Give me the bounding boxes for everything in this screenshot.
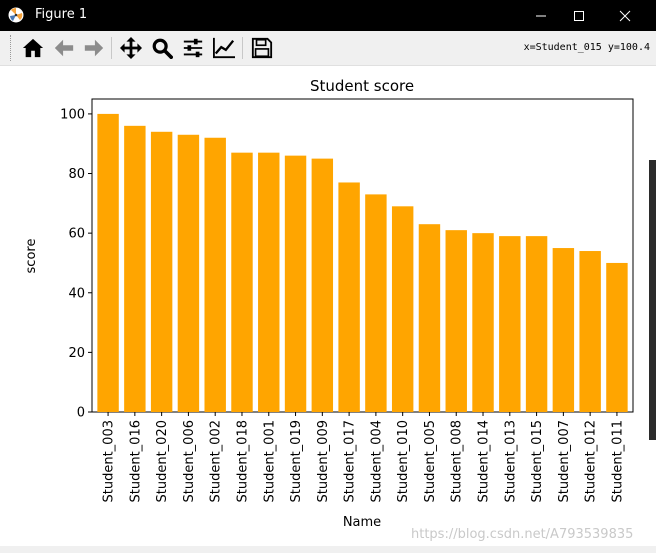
bar-student-005[interactable] (418, 224, 441, 412)
configure-subplots-button[interactable] (180, 36, 206, 60)
close-button[interactable] (602, 0, 648, 31)
bar-student-002[interactable] (204, 137, 226, 412)
bar-student-007[interactable] (552, 248, 575, 412)
window-bottom-edge (0, 546, 656, 553)
chart-title: Student score (310, 77, 414, 95)
y-tick-label: 60 (68, 227, 85, 242)
y-tick-label: 100 (60, 107, 85, 122)
x-tick-label: Student_013 (503, 420, 518, 503)
navigation-toolbar: x=Student_015 y=100.4 (0, 31, 656, 66)
bar-student-011[interactable] (606, 262, 628, 412)
y-tick-label: 80 (68, 167, 85, 182)
back-button[interactable] (51, 36, 77, 60)
matplotlib-logo-icon (8, 7, 24, 23)
bar-student-004[interactable] (365, 194, 387, 412)
x-tick-label: Student_007 (557, 420, 572, 503)
x-tick-label: Student_015 (530, 420, 545, 503)
bar-student-013[interactable] (499, 236, 521, 412)
back-arrow-icon (54, 39, 74, 57)
bar-student-017[interactable] (338, 182, 360, 412)
zoom-icon (152, 38, 173, 59)
bar-student-020[interactable] (150, 131, 173, 412)
watermark: https://blog.csdn.net/A793539835 (411, 527, 634, 542)
y-tick-label: 20 (68, 346, 85, 361)
y-tick-label: 0 (77, 406, 85, 421)
x-tick-label: Student_012 (584, 420, 599, 503)
minimize-icon (536, 15, 546, 16)
pan-icon (120, 37, 142, 59)
x-tick-label: Student_006 (182, 420, 197, 503)
bar-student-016[interactable] (124, 125, 146, 412)
edit-axes-button[interactable] (211, 36, 237, 60)
x-tick-label: Student_019 (289, 420, 304, 503)
save-icon (251, 37, 273, 59)
x-axis-label: Name (343, 515, 381, 530)
bar-student-001[interactable] (258, 152, 280, 412)
toolbar-separator (111, 37, 112, 59)
bar-student-018[interactable] (231, 152, 253, 412)
x-tick-label: Student_009 (316, 420, 331, 503)
maximize-button[interactable] (556, 0, 602, 31)
subplots-config-icon (183, 38, 203, 58)
window-edge (649, 160, 656, 440)
bar-student-010[interactable] (391, 206, 414, 412)
forward-button[interactable] (81, 36, 107, 60)
window-title: Figure 1 (35, 7, 88, 22)
axes-frame (91, 98, 634, 413)
bar-student-012[interactable] (579, 251, 601, 412)
bar-student-019[interactable] (284, 155, 307, 412)
home-icon (22, 38, 44, 58)
figure-canvas[interactable]: Student score score Name 0 20 40 60 80 100 St… (6, 66, 650, 546)
save-button[interactable] (249, 36, 275, 60)
y-tick-label: 40 (68, 286, 85, 301)
x-tick-label: Student_005 (423, 420, 438, 503)
bar-student-008[interactable] (445, 230, 467, 412)
y-axis-label: score (24, 239, 39, 274)
pan-button[interactable] (118, 36, 144, 60)
x-tick-label: Student_010 (396, 420, 411, 503)
x-tick-label: Student_004 (369, 420, 384, 503)
bar-student-015[interactable] (525, 236, 548, 412)
toolbar-separator (242, 37, 243, 59)
x-tick-label: Student_020 (155, 420, 170, 503)
x-tick-label: Student_001 (262, 420, 277, 503)
edit-axes-icon (213, 37, 235, 59)
bar-student-014[interactable] (472, 233, 494, 412)
bar-student-009[interactable] (311, 158, 334, 412)
x-tick-label: Student_011 (610, 420, 625, 503)
minimize-button[interactable] (518, 0, 564, 31)
maximize-icon (574, 10, 584, 21)
close-icon (619, 10, 631, 21)
x-tick-label: Student_003 (102, 420, 117, 503)
forward-arrow-icon (84, 39, 104, 57)
zoom-button[interactable] (149, 36, 175, 60)
window-titlebar[interactable]: Figure 1 (0, 0, 656, 31)
x-tick-label: Student_016 (128, 420, 143, 503)
x-tick-label: Student_017 (343, 420, 358, 503)
bar-chart[interactable]: Student score score Name 0 20 40 60 80 100 St… (6, 66, 650, 546)
x-tick-label: Student_008 (450, 420, 465, 503)
x-tick-label: Student_014 (477, 420, 492, 503)
toolbar-grip[interactable] (10, 35, 12, 61)
cursor-coordinates: x=Student_015 y=100.4 (523, 42, 650, 53)
bar-student-006[interactable] (177, 134, 200, 412)
x-tick-label: Student_018 (235, 420, 250, 503)
x-tick-label: Student_002 (209, 420, 224, 503)
bar-student-003[interactable] (97, 113, 119, 413)
home-button[interactable] (20, 36, 46, 60)
